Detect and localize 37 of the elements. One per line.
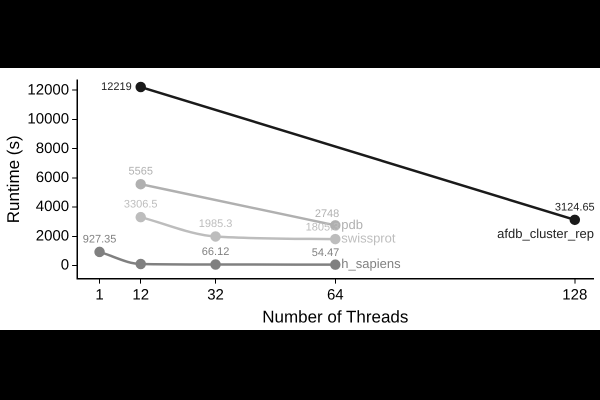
point xyxy=(135,178,146,190)
x-tick-label: 32 xyxy=(207,286,224,304)
x-tick-label: 12 xyxy=(132,286,150,304)
data-label: 54.47 xyxy=(312,247,340,260)
y-tick-label: 6000 xyxy=(36,168,70,186)
data-label: 5565 xyxy=(128,166,153,178)
y-tick-label: 8000 xyxy=(36,140,70,157)
y-tick-label: 10000 xyxy=(27,110,70,128)
series-label: swissprot xyxy=(341,230,396,246)
point xyxy=(135,82,146,92)
data-label: 2748 xyxy=(314,208,340,220)
x-tick-label: 64 xyxy=(326,286,344,304)
series-label: h_sapiens xyxy=(341,256,402,272)
point xyxy=(330,234,341,244)
point xyxy=(135,258,146,270)
data-label: 1985.3 xyxy=(198,218,232,230)
data-label: 927.35 xyxy=(82,233,116,246)
y-axis-title: Runtime (s) xyxy=(4,135,23,224)
x-tick-label: 1 xyxy=(95,286,104,304)
point xyxy=(570,214,580,226)
y-tick-label: 2000 xyxy=(36,227,70,244)
point xyxy=(210,231,221,242)
point xyxy=(135,212,146,222)
y-tick-label: 12000 xyxy=(27,81,70,98)
data-label: 3306.5 xyxy=(124,198,158,211)
data-label: 12219 xyxy=(101,81,132,94)
y-tick-label: 0 xyxy=(60,256,70,274)
series-label: afdb_cluster_rep xyxy=(497,226,594,241)
x-axis-title: Number of Threads xyxy=(262,307,408,326)
point xyxy=(94,246,105,258)
series-label: pdb xyxy=(341,216,364,232)
data-label: 66.12 xyxy=(202,246,230,258)
data-label: 3124.65 xyxy=(554,201,595,214)
point xyxy=(210,259,221,270)
point xyxy=(330,259,341,270)
y-tick-label: 4000 xyxy=(36,198,70,216)
x-tick-label: 128 xyxy=(562,286,588,304)
